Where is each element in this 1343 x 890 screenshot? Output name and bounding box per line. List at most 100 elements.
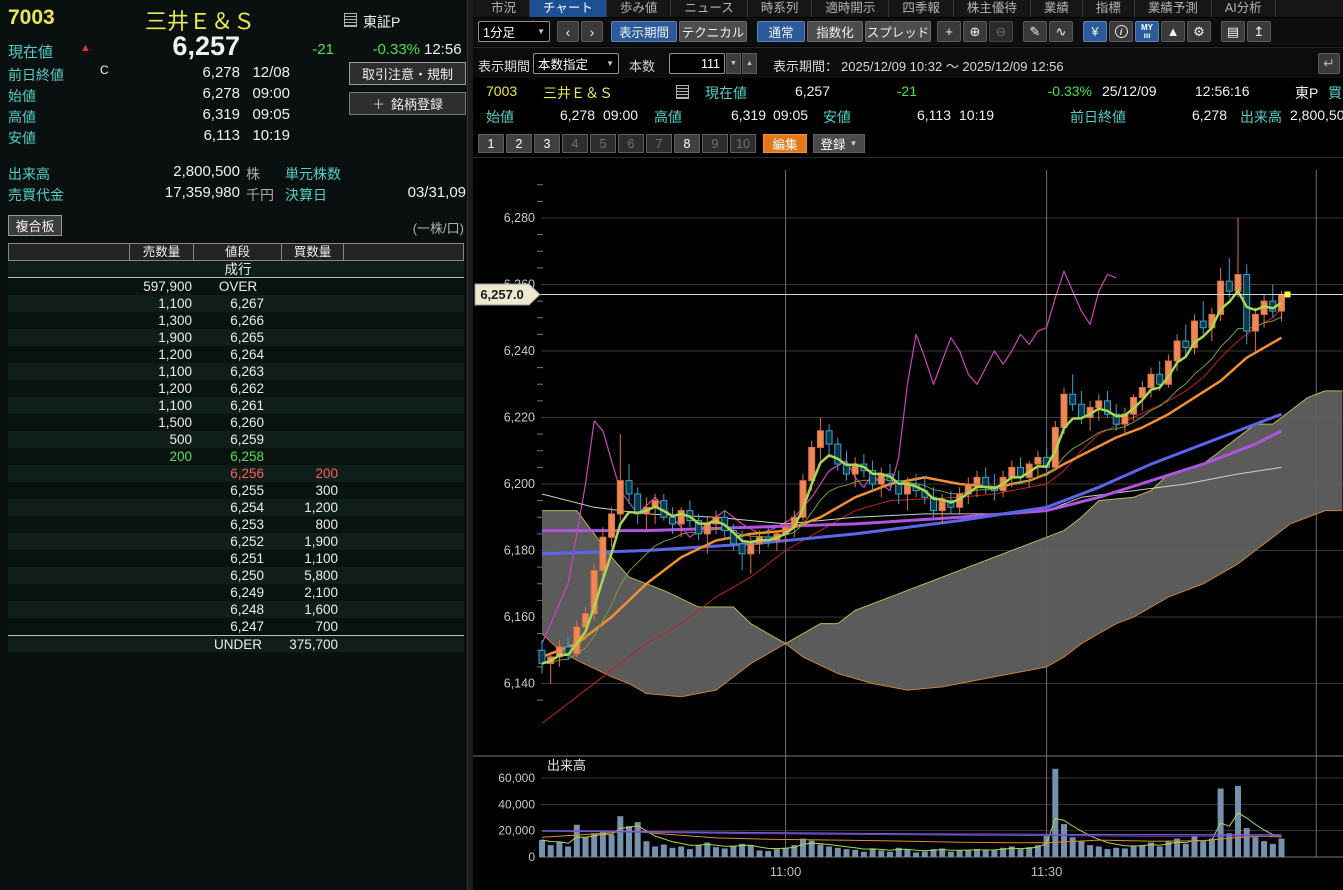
register-symbol-button[interactable]: ＋ 銘柄登録 — [349, 92, 466, 115]
reset-range-button[interactable]: ↵ — [1318, 53, 1340, 74]
bid-row[interactable]: 6,249 2,100 — [8, 584, 464, 601]
price-volume-chart[interactable]: 6,1406,1606,1806,2006,2206,2406,2606,280… — [473, 160, 1343, 890]
tab-5[interactable]: 時系列 — [748, 0, 813, 17]
svg-text:6,200: 6,200 — [504, 477, 535, 491]
prev-close-date: 12/08 — [252, 64, 290, 81]
page-button-10[interactable]: 10 — [730, 134, 756, 153]
volume-value: 2,800,500 — [173, 163, 240, 180]
tab-10[interactable]: 指標 — [1083, 0, 1135, 17]
tab-6[interactable]: 適時開示 — [812, 0, 890, 17]
display-period-button[interactable]: 表示期間 — [611, 21, 677, 42]
ask-row[interactable]: 1,900 6,265 — [8, 329, 464, 346]
edit-button[interactable]: 編集 — [763, 134, 807, 153]
tab-12[interactable]: AI分析 — [1212, 0, 1276, 17]
area-chart-icon[interactable]: ▲ — [1161, 21, 1185, 42]
count-up-button[interactable]: ▲ — [742, 53, 757, 74]
order-book[interactable]: 売数量 値段 買数量 成行 597,900 OVER 1,100 6,267 1,300 6,2… — [8, 243, 464, 652]
info-icon[interactable]: i — [1109, 21, 1133, 42]
bid-row[interactable]: 6,254 1,200 — [8, 499, 464, 516]
bid-row[interactable]: 6,256 200 — [8, 465, 464, 482]
tab-7[interactable]: 四季報 — [889, 0, 954, 17]
tab-2[interactable]: チャート — [530, 0, 607, 17]
bid-row[interactable]: 6,248 1,600 — [8, 601, 464, 618]
wrench-icon[interactable]: ⚙ — [1187, 21, 1211, 42]
tab-4[interactable]: ニュース — [671, 0, 748, 17]
over-row[interactable]: 597,900 OVER — [8, 278, 464, 295]
panel-splitter[interactable] — [467, 0, 473, 890]
page-button-1[interactable]: 1 — [478, 134, 504, 153]
trade-caution-button[interactable]: 取引注意・規制 — [349, 62, 466, 85]
page-button-7[interactable]: 7 — [646, 134, 672, 153]
next-button[interactable]: › — [581, 21, 603, 42]
yen-icon[interactable]: ¥ — [1083, 21, 1107, 42]
info-chg-pct: -0.33% — [1047, 83, 1092, 99]
pencil-icon[interactable]: ✎ — [1023, 21, 1047, 42]
page-button-4[interactable]: 4 — [562, 134, 588, 153]
page-button-5[interactable]: 5 — [590, 134, 616, 153]
ask-row[interactable]: 1,500 6,260 — [8, 414, 464, 431]
composite-board-button[interactable]: 複合板 — [8, 215, 62, 236]
timeframe-select[interactable]: 1分足 ▼ — [478, 21, 550, 42]
current-price-value: 6,257 — [172, 31, 240, 61]
count-down-button[interactable]: ▼ — [726, 53, 741, 74]
open-time: 09:00 — [252, 85, 290, 102]
crosshair-icon[interactable]: + — [937, 21, 961, 42]
technical-button[interactable]: テクニカル — [679, 21, 747, 42]
tab-11[interactable]: 業績予測 — [1135, 0, 1212, 17]
info-time: 12:56:16 — [1195, 83, 1250, 99]
spread-mode-button[interactable]: スプレッド — [865, 21, 931, 42]
tab-3[interactable]: 歩み値 — [607, 0, 672, 17]
zoom-in-icon[interactable]: ⊕ — [963, 21, 987, 42]
period-label: 表示期間 — [478, 59, 531, 74]
prev-close-flag: C — [100, 63, 109, 77]
ask-row[interactable]: 1,100 6,263 — [8, 363, 464, 380]
info-ask-label: 買気配 — [1328, 85, 1343, 101]
ask-row[interactable]: 500 6,259 — [8, 431, 464, 448]
market-order-row[interactable]: 成行 — [8, 261, 464, 278]
svg-text:6,140: 6,140 — [504, 677, 535, 691]
ask-row[interactable]: 1,100 6,261 — [8, 397, 464, 414]
print-icon[interactable]: ▤ — [1221, 21, 1245, 42]
ask-row[interactable]: 1,300 6,266 — [8, 312, 464, 329]
page-button-9[interactable]: 9 — [702, 134, 728, 153]
svg-text:6,180: 6,180 — [504, 544, 535, 558]
page-button-3[interactable]: 3 — [534, 134, 560, 153]
page-button-8[interactable]: 8 — [674, 134, 700, 153]
svg-text:11:30: 11:30 — [1031, 864, 1063, 879]
info-high-time: 09:05 — [773, 107, 809, 123]
count-input[interactable]: 111 — [669, 53, 725, 74]
order-book-col-2: 値段 — [194, 243, 282, 261]
trendline-icon[interactable]: ∿ — [1049, 21, 1073, 42]
count-mode-select[interactable]: 本数指定 ▼ — [533, 53, 619, 74]
under-row[interactable]: UNDER 375,700 — [8, 635, 464, 652]
page-button-2[interactable]: 2 — [506, 134, 532, 153]
settlement-label: 決算日 — [285, 187, 327, 203]
normal-mode-button[interactable]: 通常 — [757, 21, 805, 42]
bid-row[interactable]: 6,250 5,800 — [8, 567, 464, 584]
bid-row[interactable]: 6,253 800 — [8, 516, 464, 533]
bid-row[interactable]: 6,252 1,900 — [8, 533, 464, 550]
bid-row[interactable]: 6,247 700 — [8, 618, 464, 635]
ask-row[interactable]: 1,200 6,264 — [8, 346, 464, 363]
register-list-button[interactable]: 登録 ▼ — [813, 134, 865, 153]
ask-row[interactable]: 1,200 6,262 — [8, 380, 464, 397]
order-book-col-1: 売数量 — [130, 243, 194, 261]
ask-row[interactable]: 200 6,258 — [8, 448, 464, 465]
popout-icon[interactable]: ↥ — [1247, 21, 1271, 42]
page-button-6[interactable]: 6 — [618, 134, 644, 153]
tab-9[interactable]: 業績 — [1031, 0, 1083, 17]
price-change: -21 — [312, 41, 334, 58]
prev-button[interactable]: ‹ — [557, 21, 579, 42]
tab-1[interactable]: 市況 — [478, 0, 531, 17]
indexed-mode-button[interactable]: 指数化 — [807, 21, 863, 42]
info-prev-label: 前日終値 — [1070, 109, 1126, 125]
bid-row[interactable]: 6,251 1,100 — [8, 550, 464, 567]
zoom-out-icon[interactable]: ⊖ — [989, 21, 1013, 42]
my-indicator-icon[interactable]: MY ııı — [1135, 21, 1159, 42]
order-book-col-3: 買数量 — [282, 243, 344, 261]
tab-8[interactable]: 株主優待 — [954, 0, 1031, 17]
svg-text:6,280: 6,280 — [504, 211, 535, 225]
bid-row[interactable]: 6,255 300 — [8, 482, 464, 499]
ask-row[interactable]: 1,100 6,267 — [8, 295, 464, 312]
board-list-icon — [344, 13, 357, 27]
